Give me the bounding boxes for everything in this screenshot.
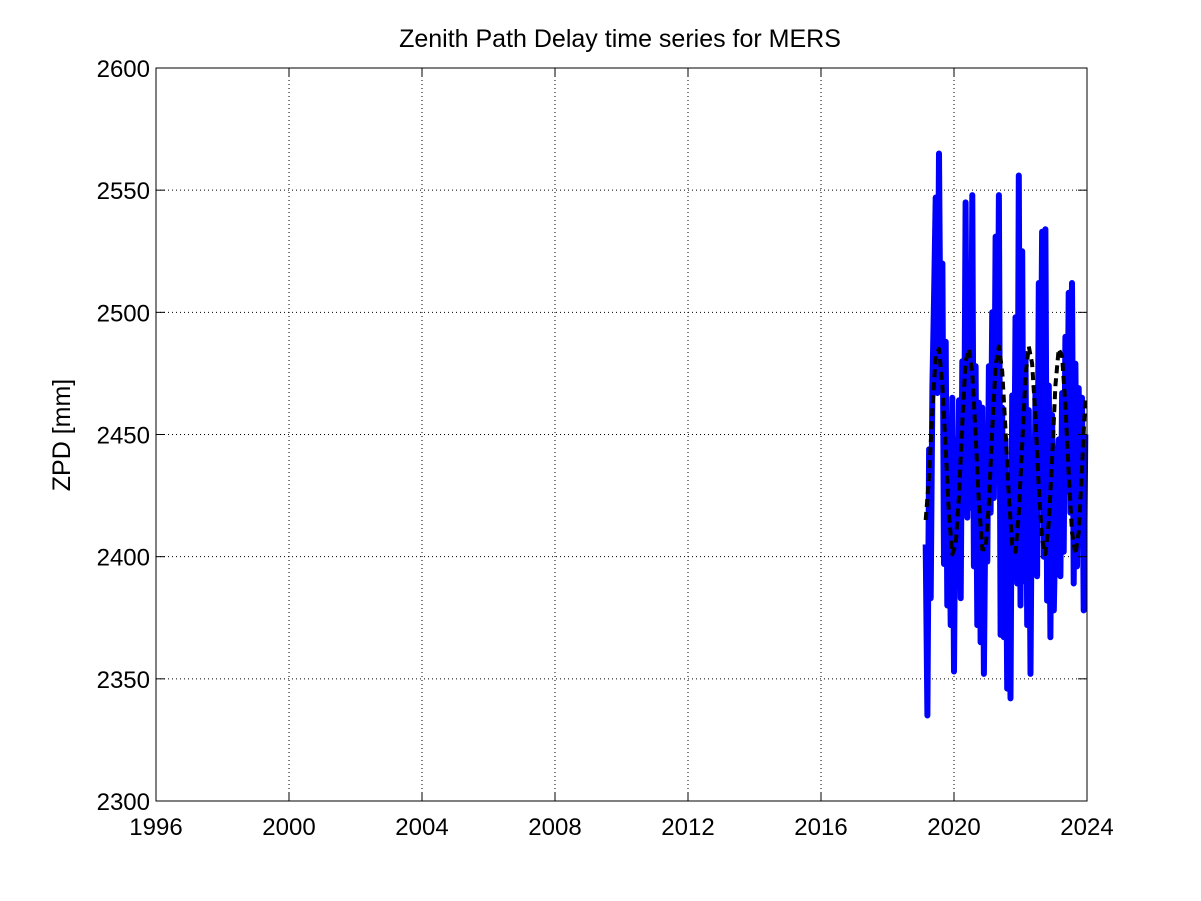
y-tick-label: 2500 (97, 300, 150, 327)
y-tick-label: 2400 (97, 545, 150, 572)
y-tick-label: 2450 (97, 423, 150, 450)
chart-title: Zenith Path Delay time series for MERS (399, 25, 841, 53)
x-tick-label: 2000 (262, 814, 315, 841)
plot-area (922, 150, 1089, 719)
y-axis-label: ZPD [mm] (48, 379, 76, 492)
x-tick-label: 2012 (661, 814, 714, 841)
y-tick-label: 2600 (97, 56, 150, 83)
y-tick-labels: 2300 2350 2400 2450 2500 2550 2600 (97, 56, 150, 816)
ticks (155, 67, 1088, 802)
x-tick-label: 2020 (927, 814, 980, 841)
y-tick-label: 2550 (97, 178, 150, 205)
y-tick-label: 2350 (97, 667, 150, 694)
x-tick-labels: 1996 2000 2004 2008 2012 2016 2020 2024 (129, 814, 1113, 841)
x-tick-label: 2024 (1060, 814, 1113, 841)
x-tick-label: 1996 (129, 814, 182, 841)
x-tick-label: 2004 (395, 814, 448, 841)
fitted-seasonal-line (923, 344, 1088, 557)
x-tick-label: 2008 (528, 814, 581, 841)
y-tick-label: 2300 (97, 789, 150, 816)
x-tick-label: 2016 (794, 814, 847, 841)
